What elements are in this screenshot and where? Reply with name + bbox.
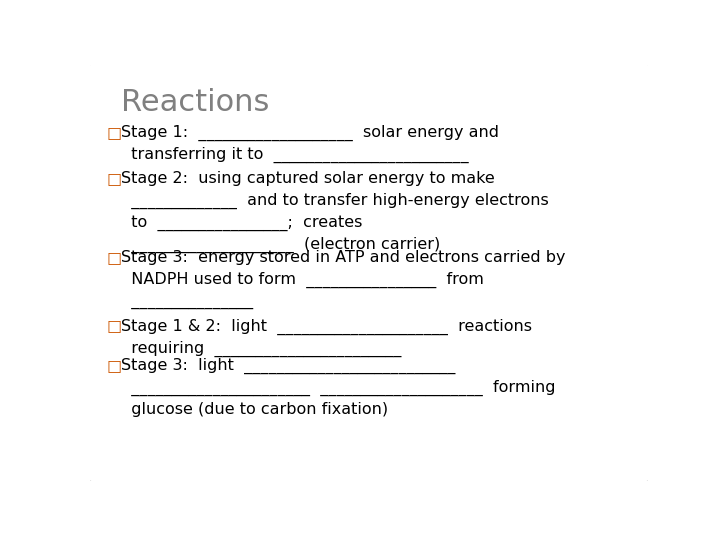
Text: ______________________  ____________________  forming: ______________________ _________________… <box>121 380 555 396</box>
Text: □: □ <box>107 125 122 140</box>
Text: requiring  _______________________: requiring _______________________ <box>121 341 401 357</box>
FancyBboxPatch shape <box>87 63 651 483</box>
Text: Stage 1:  ___________________  solar energy and: Stage 1: ___________________ solar energ… <box>121 125 499 141</box>
Text: Reactions: Reactions <box>121 87 269 117</box>
Text: Stage 3:  light  __________________________: Stage 3: light _________________________… <box>121 358 455 374</box>
Text: □: □ <box>107 250 122 265</box>
Text: Stage 3:  energy stored in ATP and electrons carried by: Stage 3: energy stored in ATP and electr… <box>121 250 565 265</box>
Text: to  ________________;  creates: to ________________; creates <box>121 215 362 231</box>
Text: transferring it to  ________________________: transferring it to _____________________… <box>121 147 468 163</box>
Text: ____________________  (electron carrier): ____________________ (electron carrier) <box>121 237 440 253</box>
Text: NADPH used to form  ________________  from: NADPH used to form ________________ from <box>121 272 484 288</box>
Text: glucose (due to carbon fixation): glucose (due to carbon fixation) <box>121 402 388 417</box>
Text: Stage 2:  using captured solar energy to make: Stage 2: using captured solar energy to … <box>121 171 495 186</box>
Text: □: □ <box>107 358 122 373</box>
Text: □: □ <box>107 319 122 333</box>
Text: □: □ <box>107 171 122 186</box>
Text: Stage 1 & 2:  light  _____________________  reactions: Stage 1 & 2: light _____________________… <box>121 319 531 335</box>
Text: _____________  and to transfer high-energy electrons: _____________ and to transfer high-energ… <box>121 193 549 209</box>
Text: _______________: _______________ <box>121 294 253 309</box>
